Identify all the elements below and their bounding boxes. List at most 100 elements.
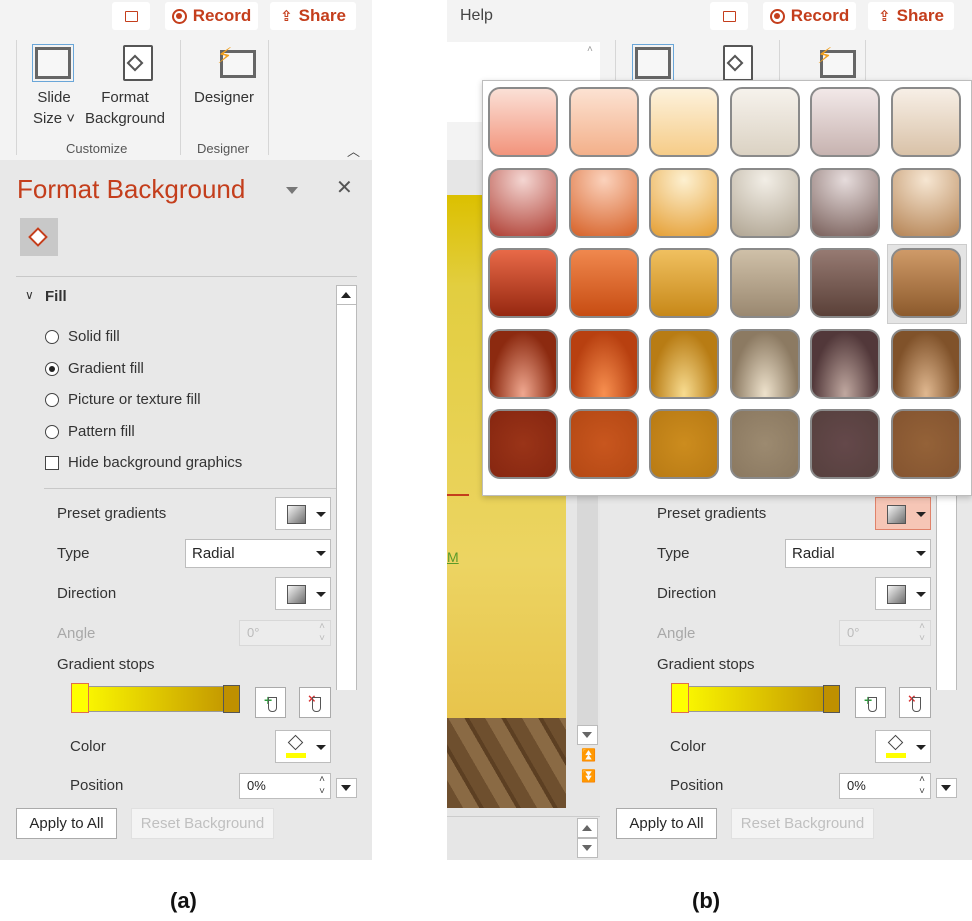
type-dropdown[interactable]: Radial xyxy=(785,539,931,568)
fill-option-label[interactable]: Picture or texture fill xyxy=(68,391,201,408)
gallery-scroll-up[interactable]: ˄ xyxy=(587,44,593,55)
gradient-stops-bar[interactable] xyxy=(672,686,840,712)
preset-gradient-swatch-r1-c1[interactable] xyxy=(488,87,558,157)
type-label: Type xyxy=(57,545,90,562)
record-button[interactable]: Record xyxy=(763,2,856,30)
preset-gradient-swatch-r2-c1[interactable] xyxy=(488,167,558,238)
reset-background-button[interactable]: Reset Background xyxy=(131,808,274,839)
radio-fill-option[interactable] xyxy=(45,424,59,439)
remove-gradient-stop-button[interactable]: × xyxy=(899,687,931,718)
radio-fill-option[interactable] xyxy=(45,361,59,376)
fill-option-label[interactable]: Pattern fill xyxy=(68,422,135,440)
collapse-ribbon-icon[interactable]: ︿ xyxy=(347,144,361,159)
gradient-stop-100[interactable] xyxy=(223,685,240,713)
previous-slide-button[interactable]: ⏫ xyxy=(581,748,596,762)
preset-gradient-swatch-r1-c4[interactable] xyxy=(729,87,800,157)
preset-gradient-swatch-r3-c2[interactable] xyxy=(568,248,639,318)
preset-gradient-swatch-r2-c4[interactable] xyxy=(729,167,800,238)
format-background-icon xyxy=(723,45,753,81)
comments-button[interactable] xyxy=(710,2,748,30)
angle-label: Angle xyxy=(57,625,96,642)
share-button[interactable]: ⇪ Share xyxy=(270,2,356,30)
remove-gradient-stop-button[interactable]: × xyxy=(299,687,331,718)
designer-button[interactable]: Designer xyxy=(193,89,255,106)
slide-scroll-down-button[interactable] xyxy=(577,725,598,745)
radio-fill-option[interactable] xyxy=(45,330,59,344)
preset-gradients-button[interactable] xyxy=(875,497,931,530)
angle-input[interactable]: 0° ˄ ˅ xyxy=(839,620,931,646)
direction-button[interactable] xyxy=(875,577,931,610)
share-button[interactable]: ⇪ Share xyxy=(868,2,954,30)
color-picker-button[interactable] xyxy=(275,730,331,763)
format-background-button[interactable]: Format Background xyxy=(84,89,166,127)
preset-gradient-swatch-r2-c2[interactable] xyxy=(568,167,639,238)
position-input[interactable]: 0% ˄ ˅ xyxy=(839,773,931,799)
apply-to-all-button[interactable]: Apply to All xyxy=(616,808,717,839)
angle-input[interactable]: 0° ˄ ˅ xyxy=(239,620,331,646)
type-dropdown[interactable]: Radial xyxy=(185,539,331,568)
preset-gradient-swatch-r3-c5[interactable] xyxy=(810,248,880,318)
add-gradient-stop-button[interactable]: + xyxy=(855,687,886,718)
color-picker-button[interactable] xyxy=(875,730,931,763)
add-gradient-stop-button[interactable]: + xyxy=(255,687,286,718)
slide-size-button[interactable]: Slide Size ˅ xyxy=(32,89,76,127)
scroll-down-button[interactable] xyxy=(336,778,357,798)
preset-gradient-swatch-r2-c3[interactable] xyxy=(649,167,719,238)
preset-gradient-swatch-r3-c1[interactable] xyxy=(488,248,558,318)
preset-gradient-swatch-r1-c3[interactable] xyxy=(649,87,719,157)
preset-gradient-swatch-r5-c4[interactable] xyxy=(729,409,800,479)
preset-gradients-button[interactable] xyxy=(275,497,331,530)
preset-gradient-swatch-r4-c5[interactable] xyxy=(810,328,880,399)
gradient-stops-bar[interactable] xyxy=(72,686,240,712)
preset-gradient-swatch-r3-c3[interactable] xyxy=(649,248,719,318)
preset-gradient-swatch-r3-c6[interactable] xyxy=(890,248,961,318)
notes-scroll-up-button[interactable] xyxy=(577,818,598,838)
direction-button[interactable] xyxy=(275,577,331,610)
fill-option-label[interactable]: Solid fill xyxy=(68,328,120,345)
position-spinner[interactable]: ˄ ˅ xyxy=(319,774,325,797)
angle-spinner[interactable]: ˄ ˅ xyxy=(919,621,925,644)
fill-tab-button[interactable] xyxy=(20,218,58,256)
preset-gradient-swatch-r4-c6[interactable] xyxy=(890,328,961,399)
scroll-down-button[interactable] xyxy=(936,778,957,798)
preset-gradient-swatch-r4-c3[interactable] xyxy=(649,328,719,399)
close-icon[interactable]: ✕ xyxy=(336,177,353,199)
fill-section-header[interactable]: Fill xyxy=(45,288,67,305)
pane-options-dropdown[interactable] xyxy=(286,187,298,194)
tab-help[interactable]: Help xyxy=(460,7,493,24)
angle-spinner[interactable]: ˄ ˅ xyxy=(319,621,325,644)
preset-gradient-swatch-r1-c5[interactable] xyxy=(810,87,880,157)
preset-gradient-swatch-r5-c3[interactable] xyxy=(649,409,719,479)
next-slide-button[interactable]: ⏬ xyxy=(581,769,596,783)
preset-gradient-swatch-r5-c5[interactable] xyxy=(810,409,880,479)
preset-gradient-swatch-r2-c6[interactable] xyxy=(890,167,961,238)
preset-gradient-swatch-r4-c1[interactable] xyxy=(488,328,558,399)
preset-gradient-swatch-r2-c5[interactable] xyxy=(810,167,880,238)
preset-gradient-swatch-r5-c2[interactable] xyxy=(568,409,639,479)
gradient-stop-0[interactable] xyxy=(671,683,689,713)
preset-gradient-swatch-r4-c2[interactable] xyxy=(568,328,639,399)
preset-gradient-swatch-r1-c6[interactable] xyxy=(890,87,961,157)
preset-gradient-swatch-r4-c4[interactable] xyxy=(729,328,800,399)
hide-background-graphics-label[interactable]: Hide background graphics xyxy=(68,454,243,471)
fill-collapse-icon[interactable]: ∨ xyxy=(25,288,34,302)
preset-gradient-swatch-r3-c4[interactable] xyxy=(729,248,800,318)
apply-to-all-button[interactable]: Apply to All xyxy=(16,808,117,839)
preset-gradient-swatch-r5-c1[interactable] xyxy=(488,409,558,479)
slide-title-line xyxy=(447,494,469,496)
preset-gradient-swatch-r5-c6[interactable] xyxy=(890,409,961,479)
hide-background-graphics-checkbox[interactable] xyxy=(45,456,59,470)
notes-scroll-down-button[interactable] xyxy=(577,838,598,858)
position-spinner[interactable]: ˄ ˅ xyxy=(919,774,925,797)
gradient-stop-0[interactable] xyxy=(71,683,89,713)
fill-option-label[interactable]: Gradient fill xyxy=(68,359,144,377)
preset-gradient-swatch-r1-c2[interactable] xyxy=(568,87,639,157)
gradient-stop-100[interactable] xyxy=(823,685,840,713)
position-input[interactable]: 0% ˄ ˅ xyxy=(239,773,331,799)
comments-button[interactable] xyxy=(112,2,150,30)
scroll-up-button[interactable] xyxy=(336,285,357,305)
radio-fill-option[interactable] xyxy=(45,393,59,407)
pane-scrollbar[interactable] xyxy=(336,285,357,690)
record-button[interactable]: Record xyxy=(165,2,258,30)
reset-background-button[interactable]: Reset Background xyxy=(731,808,874,839)
